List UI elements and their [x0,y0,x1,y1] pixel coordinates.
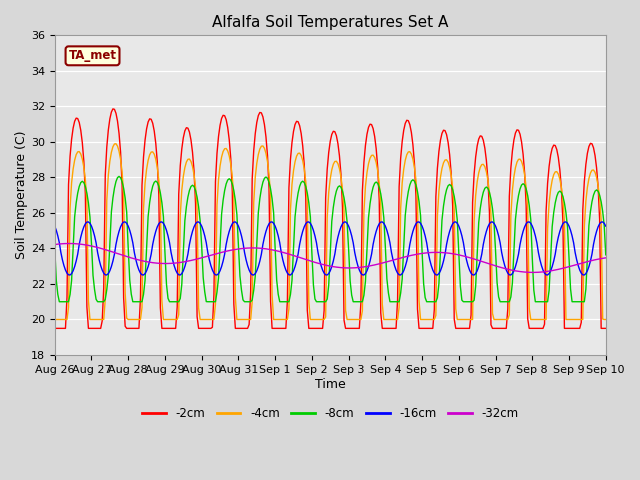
-4cm [602,317,609,323]
-4cm [155,177,163,183]
-32cm [529,270,536,276]
-32cm [65,240,72,246]
Line: -4cm: -4cm [55,144,605,320]
Line: -32cm: -32cm [55,243,605,273]
Title: Alfalfa Soil Temperatures Set A: Alfalfa Soil Temperatures Set A [212,15,449,30]
-16cm [398,271,406,276]
Y-axis label: Soil Temperature (C): Soil Temperature (C) [15,131,28,259]
Legend: -2cm, -4cm, -8cm, -16cm, -32cm: -2cm, -4cm, -8cm, -16cm, -32cm [138,402,523,425]
-2cm [109,106,116,112]
-32cm [538,269,545,275]
-2cm [155,192,163,198]
-4cm [536,317,544,323]
-16cm [157,219,164,225]
Line: -8cm: -8cm [55,176,605,302]
-16cm [368,251,376,257]
-8cm [51,246,59,252]
-16cm [51,223,59,229]
-8cm [602,252,609,258]
-32cm [68,240,76,246]
-2cm [366,121,374,127]
-8cm [368,191,376,197]
-16cm [68,271,76,276]
-2cm [536,325,544,331]
-32cm [51,241,59,247]
Line: -2cm: -2cm [55,109,605,328]
-4cm [51,317,59,323]
X-axis label: Time: Time [315,377,346,391]
-32cm [385,259,392,264]
-16cm [84,219,92,225]
-4cm [397,205,404,211]
-2cm [51,325,59,331]
-4cm [366,155,374,161]
-8cm [398,276,406,282]
-16cm [538,263,545,268]
-4cm [66,205,74,211]
-8cm [115,173,123,179]
-32cm [602,255,609,261]
-8cm [68,277,76,283]
-8cm [56,299,63,305]
-2cm [385,325,392,331]
-32cm [397,255,404,261]
-32cm [155,261,163,266]
-8cm [157,190,164,196]
-16cm [66,272,74,278]
-4cm [385,317,392,323]
Line: -16cm: -16cm [55,222,605,275]
-4cm [112,141,120,146]
-2cm [397,156,404,161]
-32cm [366,263,374,269]
-16cm [602,223,609,229]
-2cm [66,154,74,159]
-8cm [386,299,394,305]
-16cm [386,240,394,246]
-2cm [602,325,609,331]
-8cm [538,299,545,305]
Text: TA_met: TA_met [68,49,116,62]
